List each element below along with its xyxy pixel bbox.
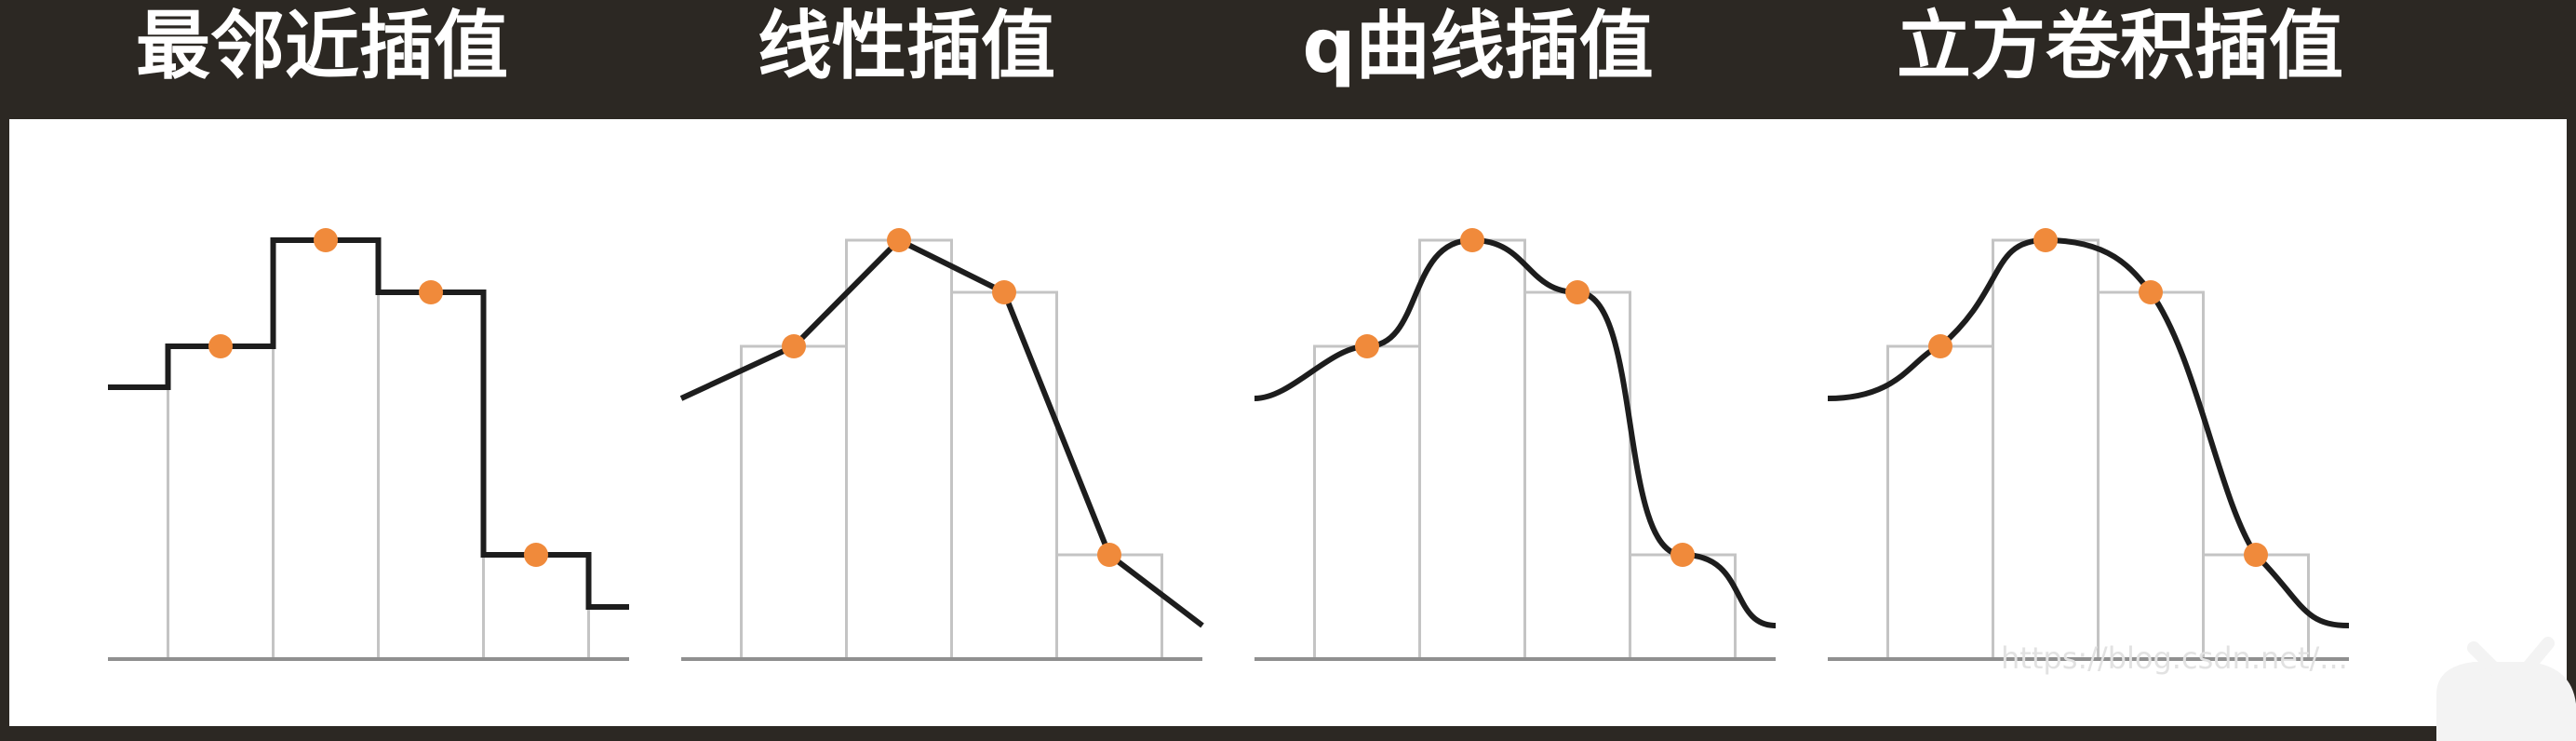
cubic-curve: [1827, 236, 2350, 628]
title-nearest-neighbor: 最邻近插值: [136, 3, 508, 89]
qcurve-curve: [1254, 236, 1777, 628]
linear-sample-point-4: [1097, 543, 1121, 567]
nearest-sample-point-3: [419, 280, 443, 304]
qcurve-sample-point-3: [1565, 280, 1590, 304]
qcurve-sample-point-2: [1460, 228, 1484, 252]
cubic-bar-2: [1992, 238, 2100, 661]
watermark-text: https://blog.csdn.net/...: [2001, 640, 2348, 676]
cubic-bar-3: [2097, 290, 2205, 661]
nearest-bar-2: [272, 238, 380, 661]
qcurve-bar-1: [1313, 344, 1421, 661]
nearest-bar-3: [377, 290, 485, 661]
cubic-sample-point-4: [2244, 543, 2268, 567]
title-linear: 线性插值: [758, 3, 1055, 89]
cubic-sample-point-2: [2033, 228, 2058, 252]
nearest-bar-4: [482, 553, 590, 661]
linear-bar-1: [740, 344, 848, 661]
figure-panel: https://blog.csdn.net/...: [9, 119, 2567, 726]
interpolation-figure: https://blog.csdn.net/...: [108, 228, 2350, 676]
linear-bar-2: [845, 238, 953, 661]
play-overlay-icon: [2436, 637, 2576, 741]
header-bar: 最邻近插值 线性插值 q曲线插值 立方卷积插值: [0, 0, 2576, 121]
nearest-curve: [108, 237, 629, 610]
qcurve-sample-point-4: [1670, 543, 1695, 567]
linear-sample-point-1: [782, 334, 806, 358]
linear-sample-point-3: [992, 280, 1016, 304]
linear-sample-point-2: [887, 228, 911, 252]
qcurve-sample-point-1: [1355, 334, 1379, 358]
qcurve-bar-2: [1418, 238, 1526, 661]
title-cubic-convolution: 立方卷积插值: [1897, 3, 2343, 89]
cubic-sample-point-1: [1928, 334, 1952, 358]
linear-bar-3: [950, 290, 1058, 661]
cubic-bar-1: [1886, 344, 1994, 661]
nearest-sample-point-2: [314, 228, 338, 252]
linear-bar-4: [1055, 553, 1163, 661]
cubic-sample-point-3: [2139, 280, 2163, 304]
nearest-sample-point-1: [208, 334, 233, 358]
linear-curve: [679, 236, 1204, 628]
nearest-sample-point-4: [524, 543, 548, 567]
nearest-bar-1: [167, 344, 275, 661]
title-q-curve: q曲线插值: [1302, 3, 1654, 89]
